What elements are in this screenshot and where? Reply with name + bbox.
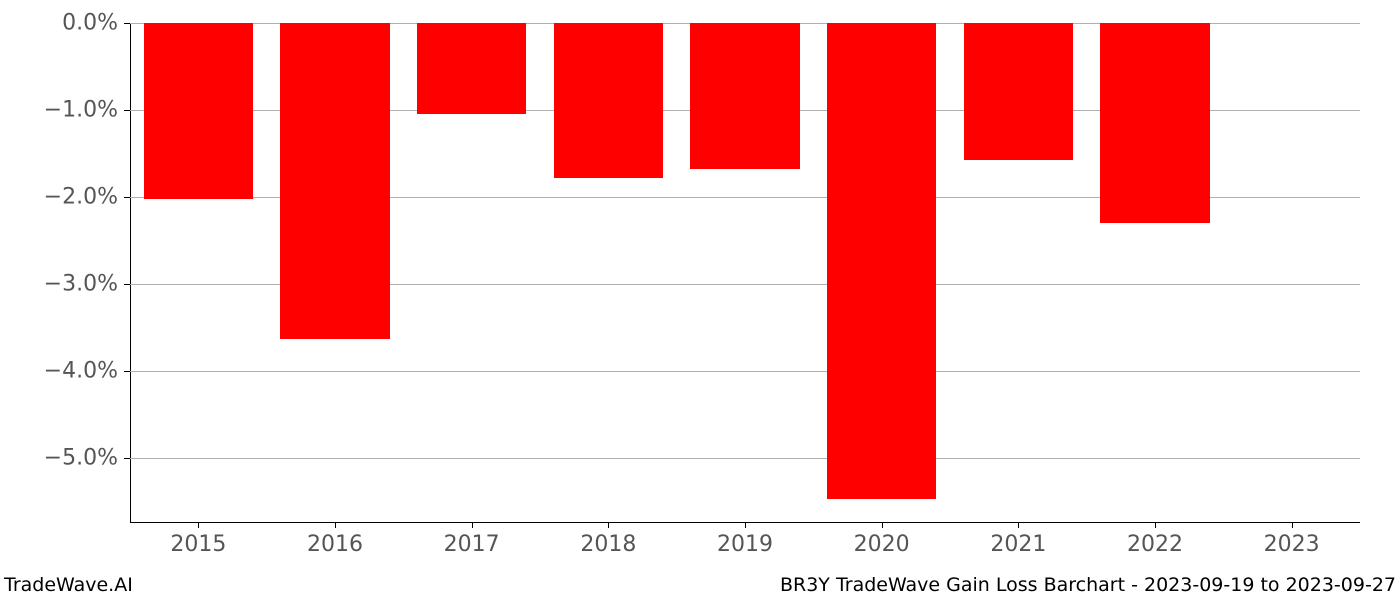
- xtick-label: 2023: [1264, 522, 1320, 557]
- xtick-label: 2018: [580, 522, 636, 557]
- bar: [1100, 23, 1209, 223]
- xtick-label: 2021: [990, 522, 1046, 557]
- ytick-label: −3.0%: [44, 271, 130, 296]
- xtick-label: 2015: [170, 522, 226, 557]
- gridline: [130, 371, 1360, 372]
- ytick-label: −4.0%: [44, 358, 130, 383]
- ytick-label: 0.0%: [62, 11, 130, 36]
- bar: [554, 23, 663, 178]
- bar: [690, 23, 799, 169]
- ytick-label: −2.0%: [44, 184, 130, 209]
- ytick-label: −5.0%: [44, 445, 130, 470]
- bar: [827, 23, 936, 499]
- bar: [280, 23, 389, 339]
- ytick-label: −1.0%: [44, 97, 130, 122]
- gridline: [130, 458, 1360, 459]
- plot-area: 0.0%−1.0%−2.0%−3.0%−4.0%−5.0%20152016201…: [130, 22, 1360, 522]
- xtick-label: 2020: [854, 522, 910, 557]
- xtick-label: 2019: [717, 522, 773, 557]
- bar: [417, 23, 526, 114]
- caption-right: BR3Y TradeWave Gain Loss Barchart - 2023…: [780, 574, 1396, 596]
- axis-spine-left: [130, 23, 131, 523]
- caption-left: TradeWave.AI: [4, 574, 133, 596]
- bar: [964, 23, 1073, 160]
- xtick-label: 2022: [1127, 522, 1183, 557]
- chart-container: 0.0% −1.0% −2.0% −3.0% −4.0% −5.0% 2015 2016 201…: [0, 0, 1400, 600]
- bar: [144, 23, 253, 199]
- xtick-label: 2016: [307, 522, 363, 557]
- xtick-label: 2017: [444, 522, 500, 557]
